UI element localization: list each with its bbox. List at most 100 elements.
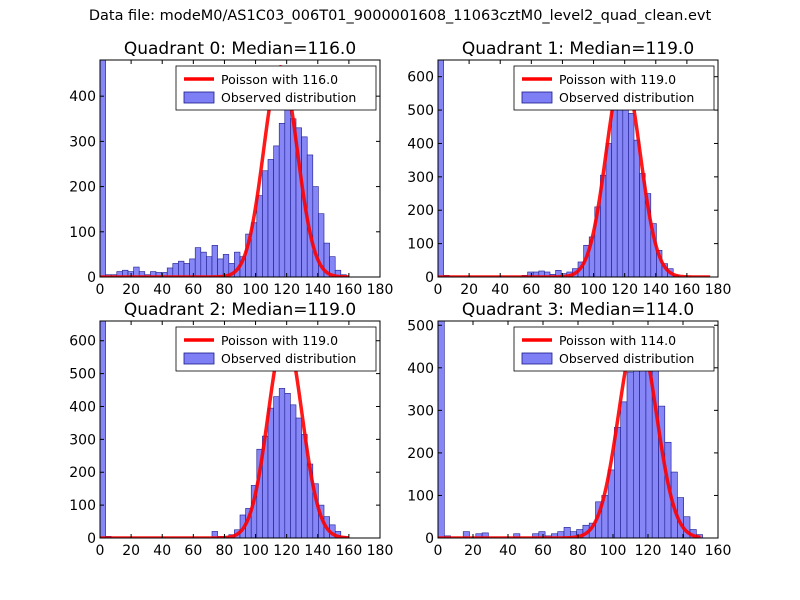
subplot-quadrant-1: 0 20 40 60 80 100 120 140 160 1800100200300400500…: [407, 39, 731, 298]
legend-box: [175, 326, 377, 372]
histogram-bar: [513, 533, 521, 538]
histogram-bar: [278, 122, 286, 277]
x-tick-label: 180: [705, 282, 732, 298]
x-tick-label: 20: [122, 282, 140, 298]
y-tick-label: 500: [69, 367, 96, 383]
y-tick-label: 0: [425, 531, 434, 547]
histogram-bar: [290, 404, 297, 538]
histogram-bar: [267, 159, 274, 277]
x-tick-label: 160: [705, 543, 732, 559]
x-tick-label: 60: [534, 543, 552, 559]
x-tick-label: 140: [304, 282, 331, 298]
x-tick-label: 80: [216, 543, 234, 559]
y-tick-label: 600: [69, 334, 96, 350]
histogram-bar: [100, 60, 106, 277]
subplot-quadrant-0: 0 20 40 60 80 100 120 140 160 1800100200300400Qua…: [69, 39, 393, 298]
histogram-bar: [628, 113, 635, 277]
histogram-bar: [273, 396, 280, 538]
y-tick-label: 200: [69, 465, 96, 481]
histogram-bar: [183, 263, 190, 277]
histogram-bar: [538, 531, 546, 538]
histogram-bar: [278, 388, 286, 538]
y-tick-label: 300: [69, 134, 96, 150]
x-tick-label: 120: [635, 543, 662, 559]
x-tick-label: 140: [642, 282, 669, 298]
x-tick-label: 40: [153, 543, 171, 559]
x-tick-label: 0: [434, 543, 443, 559]
histogram-bar: [295, 417, 302, 538]
axes-frame: [99, 320, 381, 539]
y-tick-label: 400: [69, 89, 96, 105]
subplot-quadrant-2: 0 20 40 60 80 100 120 140 160 1800100200300400500…: [69, 300, 393, 559]
histogram-bar: [620, 401, 628, 538]
y-tick-label: 200: [407, 203, 434, 219]
histogram-bar: [462, 531, 470, 538]
y-tick-label: 300: [407, 403, 434, 419]
x-tick-label: 160: [336, 543, 363, 559]
legend-label-observed: Observed distribution: [221, 351, 356, 366]
x-tick-label: 40: [153, 282, 171, 298]
histogram-bar: [267, 407, 274, 538]
legend-label-observed: Observed distribution: [559, 90, 694, 105]
x-tick-label: 40: [491, 282, 509, 298]
y-tick-label: 100: [407, 488, 434, 504]
y-tick-label: 300: [407, 170, 434, 186]
histogram-bar: [211, 245, 218, 277]
y-tick-label: 0: [425, 270, 434, 286]
y-tick-label: 0: [87, 531, 96, 547]
legend-label-poisson: Poisson with 114.0: [559, 333, 676, 348]
histogram-bar: [178, 260, 185, 277]
x-tick-label: 140: [670, 543, 697, 559]
figure-title: Data file: modeM0/AS1C03_006T01_90000016…: [88, 8, 712, 24]
x-tick-label: 40: [499, 543, 517, 559]
x-tick-label: 100: [580, 282, 607, 298]
x-tick-label: 140: [304, 543, 331, 559]
legend-swatch-observed: [183, 352, 215, 365]
histogram-bar: [633, 139, 640, 277]
x-tick-label: 100: [242, 282, 269, 298]
x-tick-label: 0: [96, 543, 105, 559]
y-tick-label: 0: [87, 270, 96, 286]
legend-swatch-observed: [183, 91, 215, 104]
legend-swatch-observed: [521, 91, 553, 104]
y-tick-label: 100: [69, 498, 96, 514]
histogram-bar: [206, 256, 213, 277]
subplot-quadrant-3: 0 20 40 60 80 100 120 140 160 0 100 200 300 400 500 Qua…: [407, 300, 731, 559]
legend-label-observed: Observed distribution: [221, 90, 356, 105]
axes-frame: [437, 59, 719, 278]
x-tick-label: 60: [184, 543, 202, 559]
histogram-bar: [312, 186, 319, 277]
histogram-bar: [334, 269, 342, 277]
y-tick-label: 400: [407, 361, 434, 377]
legend-label-observed: Observed distribution: [559, 351, 694, 366]
y-tick-label: 400: [407, 136, 434, 152]
x-tick-label: 160: [674, 282, 701, 298]
y-tick-label: 400: [69, 399, 96, 415]
legend-label-poisson: Poisson with 119.0: [559, 72, 676, 87]
x-tick-label: 20: [460, 282, 478, 298]
histogram-bar: [632, 354, 640, 538]
x-tick-label: 0: [434, 282, 443, 298]
x-tick-label: 80: [569, 543, 587, 559]
histogram-bar: [626, 371, 634, 538]
y-tick-label: 500: [407, 318, 434, 334]
subplot-title: Quadrant 3: Median=114.0: [462, 300, 694, 320]
histogram-bar: [438, 60, 444, 277]
histogram-bar: [605, 143, 612, 277]
y-tick-label: 600: [407, 70, 434, 86]
y-tick-label: 100: [407, 237, 434, 253]
histogram-bar: [438, 321, 445, 538]
axes-frame: [99, 59, 381, 278]
histogram-bar: [211, 531, 218, 538]
x-tick-label: 100: [242, 543, 269, 559]
histogram-bar: [256, 195, 263, 277]
subplot-title: Quadrant 2: Median=119.0: [124, 300, 356, 320]
histogram-bar: [611, 106, 618, 277]
x-tick-label: 160: [336, 282, 363, 298]
y-tick-label: 200: [69, 180, 96, 196]
histogram-bar: [172, 263, 179, 277]
x-tick-label: 80: [554, 282, 572, 298]
x-tick-label: 80: [216, 282, 234, 298]
plot-marks: [100, 60, 350, 277]
